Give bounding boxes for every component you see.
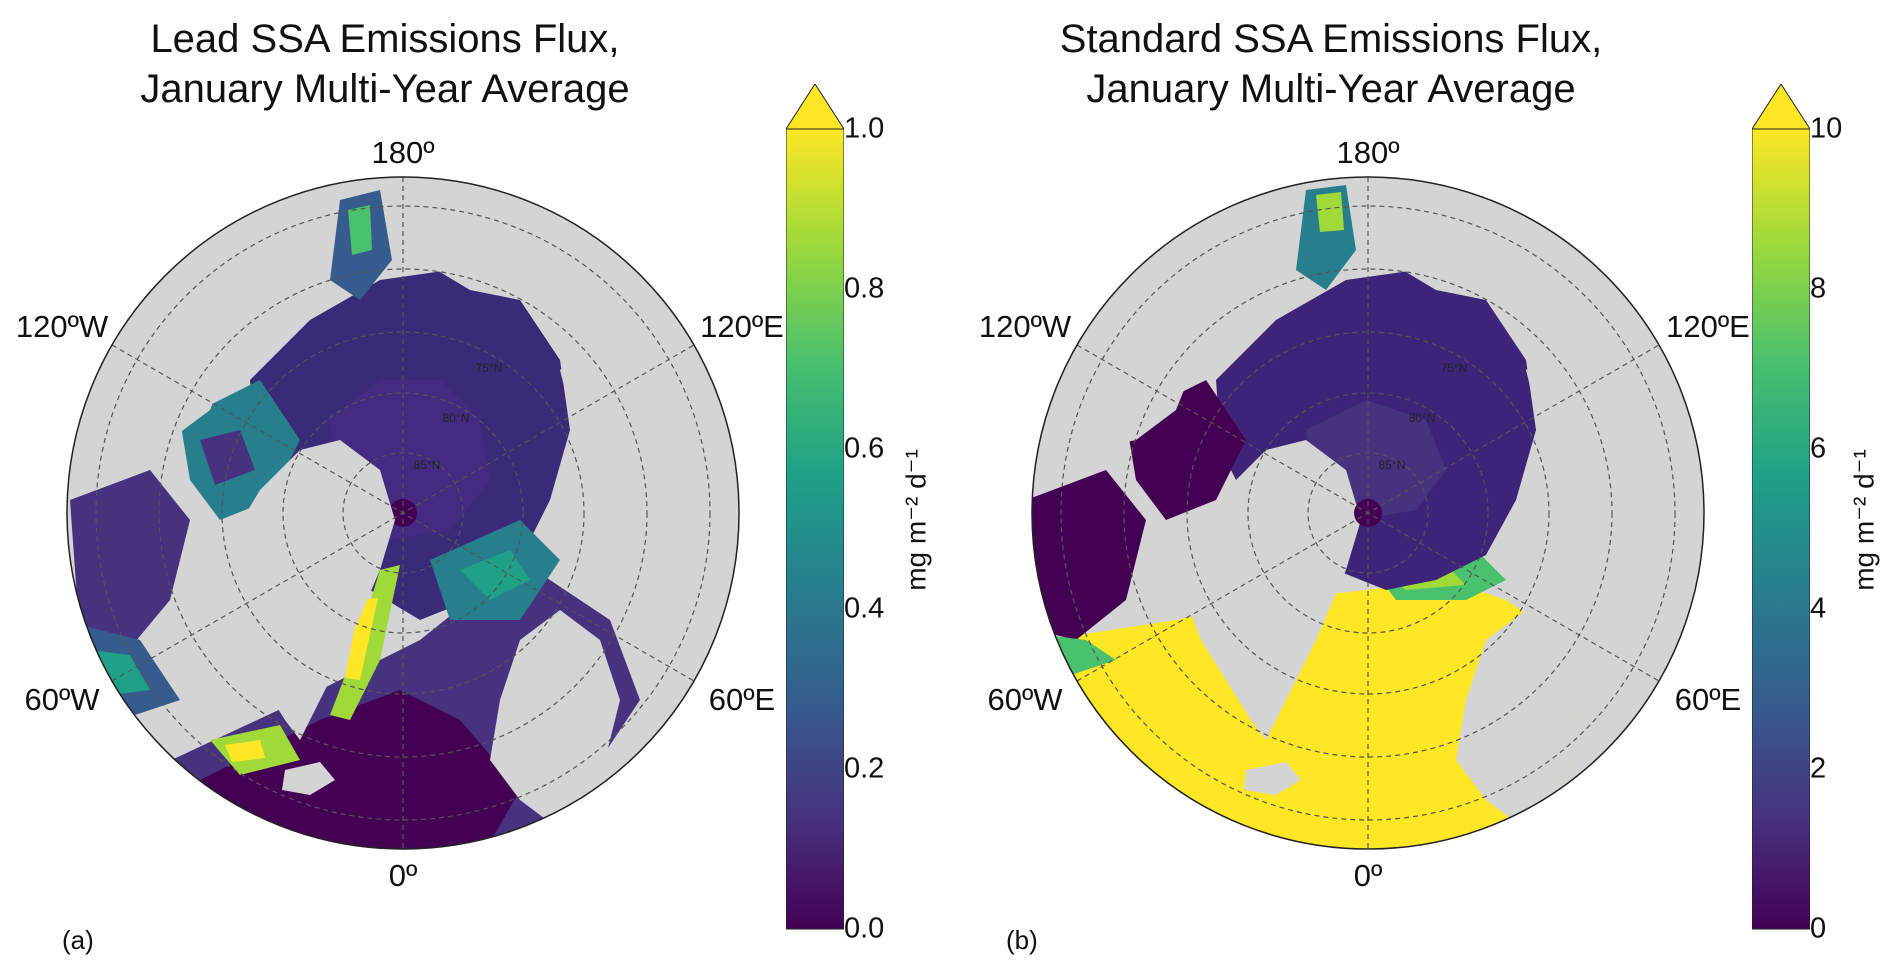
cbar-a-tick-1: 0.2 xyxy=(844,752,885,785)
panel-a-title-line2: January Multi-Year Average xyxy=(140,67,630,111)
cbar-a-tick-2: 0.4 xyxy=(844,592,885,625)
panel-a-graticule xyxy=(95,177,711,849)
cbar-a-tick-5: 1.0 xyxy=(844,112,885,145)
panel-a-letter: (a) xyxy=(62,925,94,955)
lat-label-85: 85°N xyxy=(1378,458,1406,472)
lat-label-80: 80°N xyxy=(1408,411,1436,425)
cbar-b-tick-4: 8 xyxy=(1810,272,1827,305)
panel-b-colorbar xyxy=(1752,84,1810,944)
lon-label-120e: 120ºE xyxy=(1666,309,1750,344)
panel-b: Standard SSA Emissions Flux, January Mul… xyxy=(946,0,1892,979)
panel-a-colorbar xyxy=(786,84,844,944)
lon-label-60e: 60ºE xyxy=(1674,682,1742,717)
lon-label-0: 0º xyxy=(388,858,418,893)
lon-label-60w: 60ºW xyxy=(987,682,1063,717)
panel-b-map xyxy=(1031,176,1705,850)
lat-label-85: 85°N xyxy=(413,458,441,472)
panel-a: Lead SSA Emissions Flux, January Multi-Y… xyxy=(0,14,932,955)
panel-b-title-line2: January Multi-Year Average xyxy=(1086,67,1576,111)
lon-label-60w: 60ºW xyxy=(24,682,100,717)
panel-a-title-line1: Lead SSA Emissions Flux, xyxy=(150,17,620,61)
cbar-b-units: mg m⁻² d⁻¹ xyxy=(1848,449,1880,591)
panel-b-graticule xyxy=(1060,177,1676,849)
lon-label-60e: 60ºE xyxy=(708,682,776,717)
lon-label-180: 180º xyxy=(371,135,435,170)
cbar-b-tick-3: 6 xyxy=(1810,432,1827,465)
panel-a-map xyxy=(66,176,740,850)
cbar-a-units: mg m⁻² d⁻¹ xyxy=(900,449,932,591)
lon-label-120w: 120ºW xyxy=(15,309,109,344)
cbar-a-tick-3: 0.6 xyxy=(844,432,885,465)
cbar-b-tick-0: 0 xyxy=(1810,912,1827,945)
cbar-b-tick-2: 4 xyxy=(1810,592,1827,625)
panel-b-letter: (b) xyxy=(1006,925,1038,955)
cbar-a-tick-0: 0.0 xyxy=(844,912,885,945)
panel-b-title: Standard SSA Emissions Flux, January Mul… xyxy=(946,14,1716,114)
cbar-a-tick-4: 0.8 xyxy=(844,272,885,305)
lon-label-0: 0º xyxy=(1353,858,1383,893)
panel-a-title: Lead SSA Emissions Flux, January Multi-Y… xyxy=(0,14,770,114)
lon-label-120w: 120ºW xyxy=(978,309,1072,344)
lat-label-75: 75°N xyxy=(475,361,503,375)
lat-label-80: 80°N xyxy=(442,411,470,425)
lat-label-75: 75°N xyxy=(1440,361,1468,375)
cbar-b-tick-5: 10 xyxy=(1810,112,1843,145)
panel-b-title-line1: Standard SSA Emissions Flux, xyxy=(1059,17,1603,61)
lon-label-120e: 120ºE xyxy=(700,309,784,344)
lon-label-180: 180º xyxy=(1336,135,1400,170)
cbar-b-tick-1: 2 xyxy=(1810,752,1827,785)
